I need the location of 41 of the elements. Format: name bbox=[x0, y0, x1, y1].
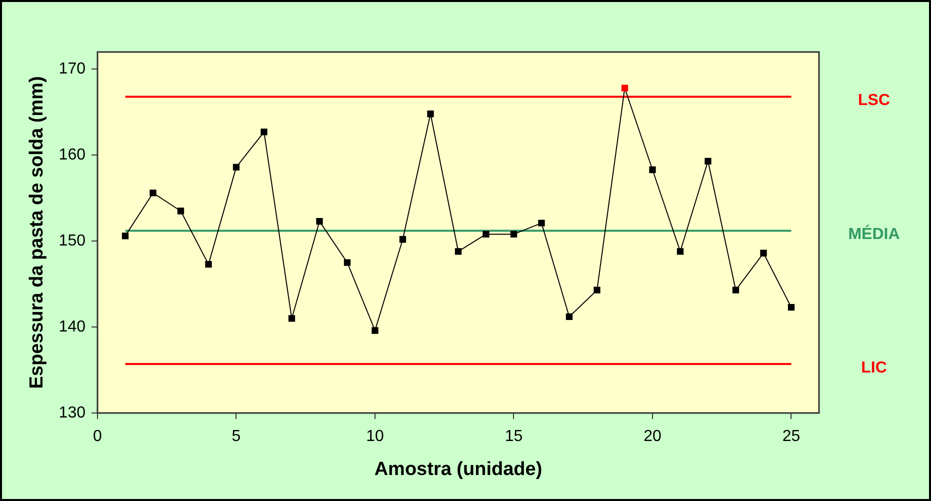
point bbox=[122, 232, 129, 240]
point bbox=[288, 315, 296, 322]
x-tick-label: 0 bbox=[93, 428, 102, 446]
point bbox=[482, 230, 490, 238]
ref-line-label: LSC bbox=[858, 92, 890, 110]
x-tick-label: 5 bbox=[232, 428, 241, 446]
point bbox=[344, 259, 351, 266]
point bbox=[594, 286, 600, 294]
point bbox=[649, 166, 656, 174]
point bbox=[732, 286, 740, 294]
point bbox=[205, 260, 212, 268]
point bbox=[538, 220, 545, 226]
point bbox=[372, 327, 378, 334]
point bbox=[566, 313, 573, 320]
y-tick-label: 160 bbox=[58, 146, 86, 164]
ref-line-label: LIC bbox=[861, 359, 888, 376]
point bbox=[788, 304, 795, 311]
point bbox=[621, 84, 628, 92]
point bbox=[177, 208, 184, 214]
y-tick-label: 130 bbox=[58, 404, 86, 422]
point bbox=[704, 158, 712, 164]
x-tick-label: 25 bbox=[782, 428, 800, 446]
point bbox=[510, 230, 518, 238]
y-tick-label: 170 bbox=[58, 60, 86, 78]
x-axis-title: Amostra (unidade) bbox=[374, 458, 542, 480]
y-axis-title: Espessura da pasta de solda (mm) bbox=[26, 76, 48, 389]
point bbox=[399, 236, 406, 243]
y-tick-label: 150 bbox=[58, 232, 86, 250]
point bbox=[760, 250, 767, 256]
point bbox=[676, 248, 684, 255]
x-tick-label: 10 bbox=[366, 428, 384, 446]
point bbox=[454, 248, 462, 255]
point bbox=[232, 164, 240, 171]
point bbox=[316, 218, 323, 225]
point bbox=[150, 190, 156, 196]
y-tick-label: 140 bbox=[58, 318, 86, 336]
point bbox=[427, 110, 434, 118]
x-tick-label: 15 bbox=[504, 428, 523, 446]
point bbox=[260, 128, 268, 136]
ref-line-label: MÉDIA bbox=[848, 224, 900, 244]
x-tick-label: 20 bbox=[644, 428, 662, 446]
